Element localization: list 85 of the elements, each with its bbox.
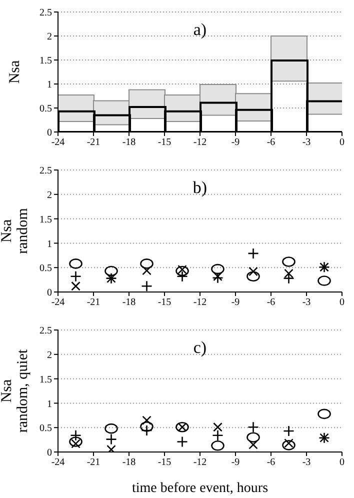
x-tick-label: -15 bbox=[158, 297, 172, 308]
y-tick-label: 2 bbox=[47, 32, 52, 43]
y-tick-label: 0 bbox=[47, 448, 52, 459]
y-axis-title: Nsa bbox=[7, 60, 23, 84]
x-tick-label: -12 bbox=[193, 137, 207, 148]
x-tick-label: -18 bbox=[122, 457, 136, 468]
point bbox=[140, 421, 154, 432]
x-tick-label: -12 bbox=[193, 457, 207, 468]
y-tick-label: 0.5 bbox=[40, 104, 52, 115]
x-tick-label: -18 bbox=[122, 297, 136, 308]
y-axis-title: Nsa random, quiet bbox=[0, 348, 31, 433]
y-tick-label: 0 bbox=[47, 128, 52, 139]
x-tick-label: -24 bbox=[51, 457, 65, 468]
x-tick-label: -15 bbox=[158, 137, 172, 148]
y-tick-label: 2 bbox=[47, 350, 52, 361]
point bbox=[142, 266, 152, 276]
x-tick-label: -18 bbox=[122, 137, 136, 148]
x-tick-label: 0 bbox=[340, 137, 344, 148]
y-tick-label: 1 bbox=[47, 238, 52, 250]
y-tick-label: 1.5 bbox=[40, 214, 52, 226]
point bbox=[283, 425, 294, 437]
point bbox=[104, 266, 118, 276]
point bbox=[70, 430, 82, 442]
y-tick-label: 2.5 bbox=[40, 8, 52, 19]
point bbox=[248, 440, 258, 450]
point bbox=[283, 272, 294, 284]
point bbox=[248, 421, 259, 433]
y-tick-label: 2.5 bbox=[40, 326, 52, 337]
point bbox=[318, 408, 331, 420]
point bbox=[104, 423, 118, 434]
point bbox=[248, 248, 259, 260]
point bbox=[70, 270, 82, 282]
y-tick-label: 1 bbox=[47, 398, 52, 410]
y-tick-label: 0 bbox=[47, 288, 52, 299]
x-tick-label: 0 bbox=[340, 297, 344, 308]
point bbox=[282, 440, 296, 450]
x-tick-label: -3 bbox=[302, 457, 311, 468]
x-tick-label: -21 bbox=[86, 137, 100, 148]
point bbox=[106, 444, 116, 452]
point bbox=[141, 280, 152, 292]
point bbox=[318, 276, 331, 286]
x-tick-label: -24 bbox=[51, 137, 65, 148]
x-tick-label: -9 bbox=[231, 137, 240, 148]
y-tick-label: 1.5 bbox=[40, 374, 52, 386]
y-tick-label: 2.5 bbox=[40, 166, 52, 177]
point bbox=[69, 436, 82, 447]
point bbox=[141, 424, 152, 436]
point bbox=[246, 271, 260, 282]
x-tick-label: 0 bbox=[340, 457, 344, 468]
point bbox=[176, 270, 188, 282]
y-tick-label: 0.5 bbox=[40, 263, 52, 274]
point bbox=[140, 258, 154, 269]
point bbox=[106, 434, 117, 445]
point bbox=[142, 416, 152, 425]
point bbox=[213, 422, 222, 432]
x-tick-label: -24 bbox=[51, 297, 65, 308]
x-tick-label: -9 bbox=[231, 457, 240, 468]
x-tick-label: -9 bbox=[231, 297, 240, 308]
y-axis-title: Nsa random bbox=[0, 208, 31, 254]
x-tick-label: -15 bbox=[158, 457, 172, 468]
x-tick-label: -21 bbox=[86, 297, 100, 308]
y-tick-label: 0.5 bbox=[40, 423, 52, 434]
x-tick-label: -12 bbox=[193, 297, 207, 308]
point bbox=[176, 436, 188, 448]
text: b) bbox=[192, 178, 208, 198]
point bbox=[71, 281, 80, 291]
y-tick-label: 2 bbox=[47, 190, 52, 201]
point bbox=[284, 268, 294, 278]
x-tick-label: -3 bbox=[302, 297, 311, 308]
point bbox=[212, 430, 224, 442]
x-tick-label: -6 bbox=[266, 137, 276, 148]
x-tick-label: -6 bbox=[266, 297, 276, 308]
x-axis-title: time before event, hours bbox=[132, 481, 268, 496]
y-tick-label: 1.5 bbox=[40, 56, 52, 67]
point bbox=[69, 258, 82, 269]
point bbox=[211, 440, 224, 451]
point bbox=[246, 432, 260, 443]
text: a) bbox=[192, 20, 208, 40]
point bbox=[211, 264, 224, 274]
x-tick-label: -3 bbox=[302, 137, 311, 148]
x-tick-label: -6 bbox=[266, 457, 276, 468]
point bbox=[282, 256, 296, 267]
y-tick-label: 1 bbox=[47, 80, 52, 91]
x-tick-label: -21 bbox=[86, 457, 100, 468]
text: c) bbox=[192, 338, 208, 358]
